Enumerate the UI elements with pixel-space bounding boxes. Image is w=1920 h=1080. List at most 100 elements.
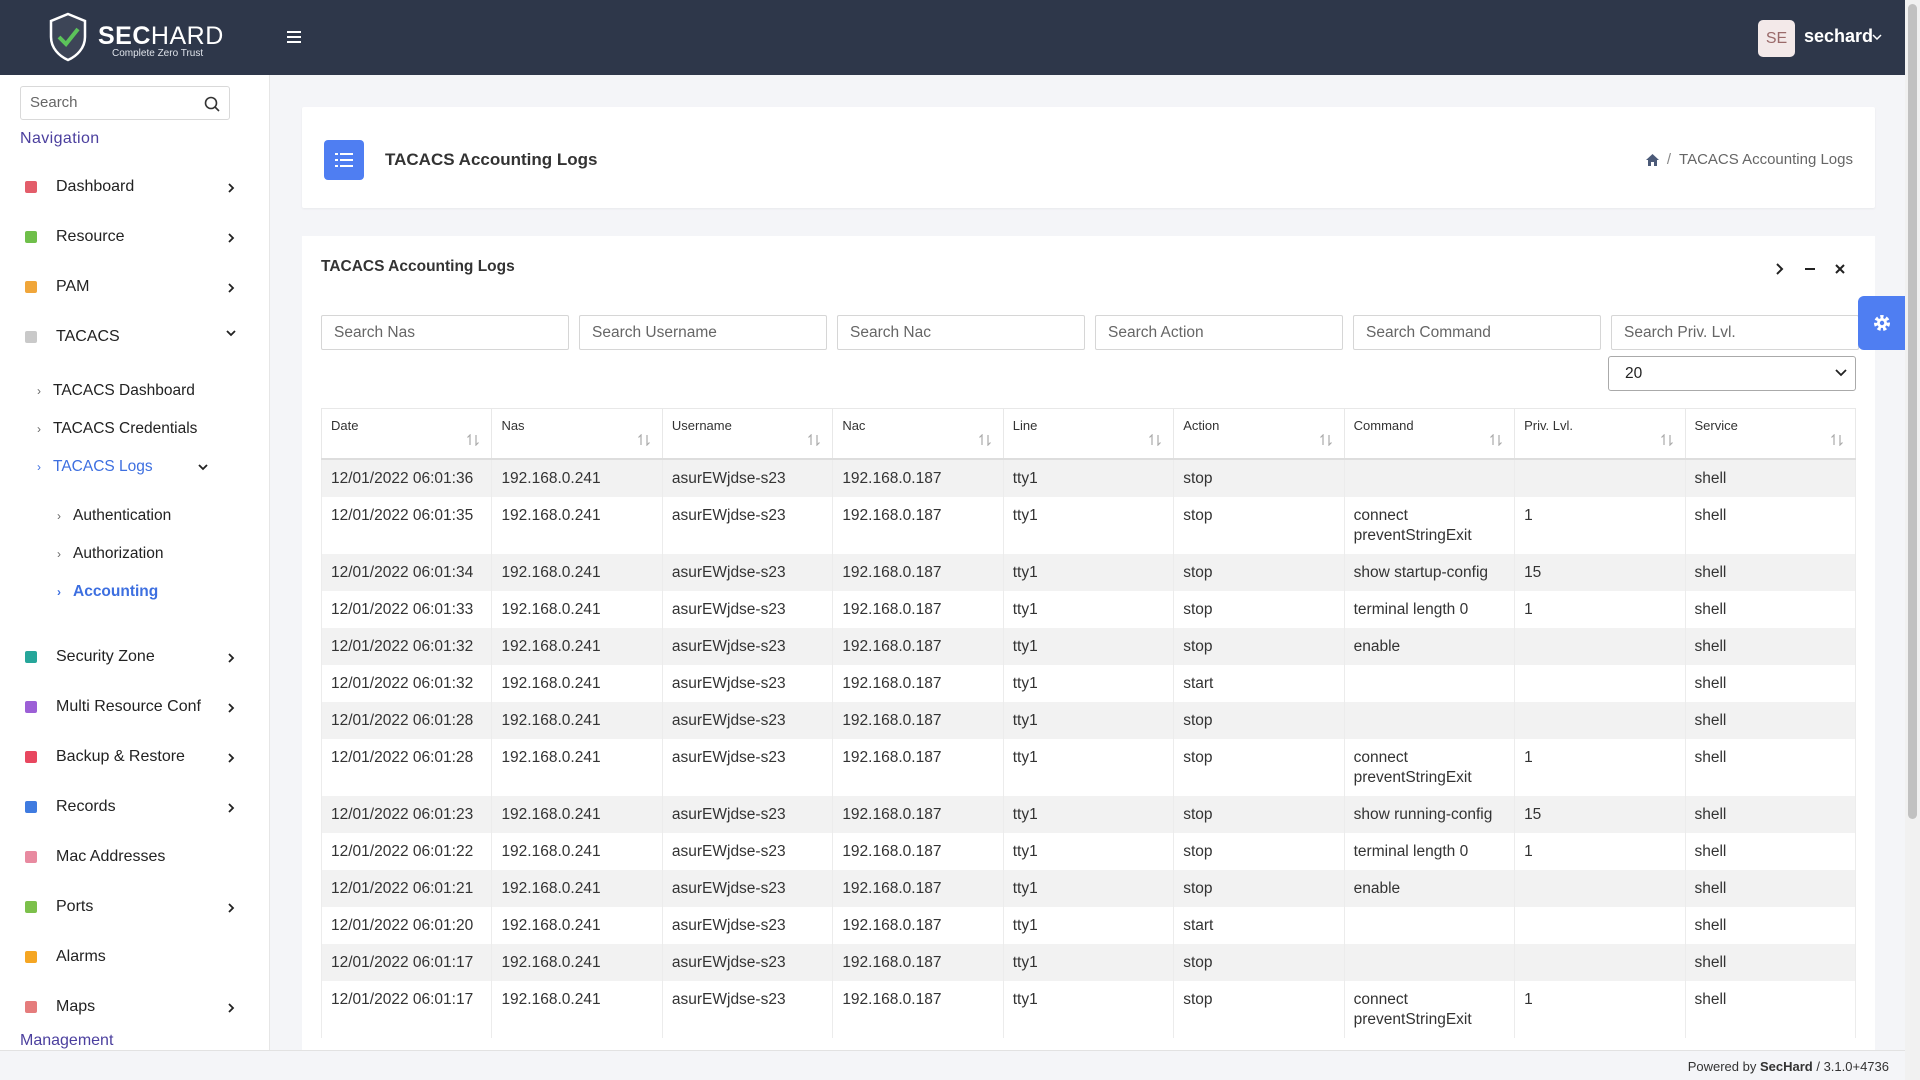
- footer-brand: SecHard: [1759, 1059, 1813, 1074]
- cell-text: 12/01/2022 06:01:33: [331, 600, 474, 618]
- table-row: 12/01/2022 06:01:36 192.168.0.241 asurEWjd…: [320, 458, 1856, 497]
- sort-icon: [1831, 433, 1843, 446]
- table-row: 12/01/2022 06:01:17 192.168.0.241 asurEWjd…: [320, 943, 1856, 981]
- table-cell: stop: [1173, 980, 1345, 1038]
- nav-item-wrap: Resource: [0, 212, 269, 262]
- table-cell: 192.168.0.241: [491, 943, 663, 981]
- column-header[interactable]: Date: [320, 408, 493, 460]
- table-cell: tty1: [1002, 943, 1175, 981]
- table-cell: stop: [1173, 701, 1345, 739]
- cell-text: 192.168.0.241: [501, 916, 601, 934]
- table-cell: shell: [1684, 869, 1856, 907]
- filter-input[interactable]: Search Action: [1095, 315, 1343, 350]
- sort-icon: [467, 433, 480, 446]
- filter-input[interactable]: Search Command: [1353, 315, 1601, 350]
- column-header[interactable]: Service: [1684, 408, 1856, 460]
- menu-toggle[interactable]: [287, 30, 303, 44]
- nav-icon: [25, 801, 37, 813]
- cell-text: tty1: [1012, 563, 1038, 581]
- cell-text: stop: [1183, 563, 1213, 581]
- filter-input[interactable]: Search Nac: [837, 315, 1085, 350]
- cell-text: shell: [1694, 842, 1727, 860]
- table-cell: [1514, 869, 1686, 907]
- table-cell: stop: [1173, 738, 1345, 796]
- submenu-2-item[interactable]: › Accounting: [0, 573, 269, 611]
- close-button[interactable]: [1834, 263, 1846, 275]
- filter-input[interactable]: Search Priv. Lvl.: [1611, 315, 1859, 350]
- cell-text: asurEWjdse-s23: [671, 748, 786, 766]
- cell-text: 12/01/2022 06:01:32: [331, 637, 474, 655]
- cell-text: start: [1183, 674, 1214, 692]
- cell-text: tty1: [1012, 842, 1038, 860]
- table-cell: stop: [1173, 627, 1345, 665]
- expand-button[interactable]: [1775, 263, 1785, 275]
- sidebar-search[interactable]: Search: [20, 86, 230, 120]
- submenu-2-label: Accounting: [73, 583, 159, 600]
- brand-light: HARD: [150, 22, 224, 50]
- cell-text: connect preventStringExit: [1353, 748, 1472, 786]
- column-header[interactable]: Nas: [491, 408, 663, 460]
- cell-text: 192.168.0.187: [842, 711, 942, 729]
- avatar[interactable]: SE: [1758, 20, 1795, 57]
- filter-input[interactable]: Search Username: [579, 315, 827, 350]
- nav-item[interactable]: Backup & Restore: [0, 732, 269, 782]
- nav-icon: [25, 701, 37, 713]
- nav-item[interactable]: Multi Resource Conf: [0, 682, 269, 732]
- sort-icon: [978, 433, 991, 446]
- nav-item[interactable]: Records: [0, 782, 269, 832]
- user-caret[interactable]: [1872, 34, 1882, 40]
- minimize-button[interactable]: [1804, 263, 1816, 275]
- column-header[interactable]: Nac: [832, 408, 1004, 460]
- home-icon[interactable]: [1645, 153, 1659, 166]
- column-header[interactable]: Command: [1343, 408, 1516, 460]
- submenu-item[interactable]: › TACACS Credentials: [0, 410, 269, 448]
- column-header[interactable]: Username: [661, 408, 834, 460]
- footer-prefix: Powered by: [1687, 1059, 1757, 1074]
- nav-label: Backup & Restore: [56, 748, 185, 765]
- nav-item[interactable]: Security Zone: [0, 632, 269, 682]
- nav-item[interactable]: Dashboard: [0, 162, 269, 212]
- sort-icon: [808, 433, 821, 446]
- nav-label: Alarms: [56, 948, 106, 965]
- submenu-item[interactable]: › TACACS Dashboard: [0, 372, 269, 410]
- nav-item[interactable]: Resource: [0, 212, 269, 262]
- table-cell: 1: [1514, 738, 1686, 796]
- nav-title: Navigation: [20, 130, 100, 147]
- nav-item[interactable]: PAM: [0, 262, 269, 312]
- nav-item[interactable]: Mac Addresses: [0, 832, 269, 882]
- column-header[interactable]: Action: [1173, 408, 1345, 460]
- cell-text: shell: [1694, 637, 1727, 655]
- nav-item[interactable]: Maps: [0, 982, 269, 1032]
- column-header[interactable]: Priv. Lvl.: [1514, 408, 1686, 460]
- nav-item-wrap: Dashboard: [0, 162, 269, 212]
- page-header: TACACS Accounting Logs / TACACS Accounti…: [302, 107, 1875, 208]
- nav-item[interactable]: Alarms: [0, 932, 269, 982]
- filters: Search Nas Search Username Search Nac Searc…: [321, 315, 1859, 350]
- page-size-select[interactable]: 20: [1608, 356, 1856, 391]
- table-cell: 12/01/2022 06:01:28: [320, 701, 493, 739]
- filter-input[interactable]: Search Nas: [321, 315, 569, 350]
- settings-button[interactable]: [1858, 296, 1906, 350]
- submenu-item[interactable]: › TACACS Logs: [0, 448, 269, 486]
- table-cell: stop: [1173, 458, 1345, 497]
- user-name[interactable]: sechard: [1804, 26, 1874, 46]
- cell-text: stop: [1183, 953, 1213, 971]
- table-cell: terminal length 0: [1343, 832, 1516, 870]
- cell-text: shell: [1694, 879, 1727, 897]
- table-row: 12/01/2022 06:01:20 192.168.0.241 asurEWjd…: [320, 906, 1856, 944]
- nav-item[interactable]: TACACS: [0, 312, 269, 362]
- card-title: TACACS Accounting Logs: [321, 258, 515, 275]
- scrollbar[interactable]: [1905, 0, 1920, 1080]
- table-cell: shell: [1684, 496, 1856, 554]
- cell-text: 1: [1524, 748, 1533, 766]
- nav-item[interactable]: Ports: [0, 882, 269, 932]
- logs-table: Date Nas Username Nac Line Action Command Priv.…: [320, 408, 1856, 1038]
- table-cell: 192.168.0.187: [832, 980, 1004, 1038]
- cell-text: 192.168.0.187: [842, 842, 942, 860]
- nav-item-wrap: Maps: [0, 982, 269, 1032]
- submenu-2-item[interactable]: › Authentication: [0, 497, 269, 535]
- submenu-2-item[interactable]: › Authorization: [0, 535, 269, 573]
- table-cell: 192.168.0.241: [491, 980, 663, 1038]
- column-header[interactable]: Line: [1002, 408, 1175, 460]
